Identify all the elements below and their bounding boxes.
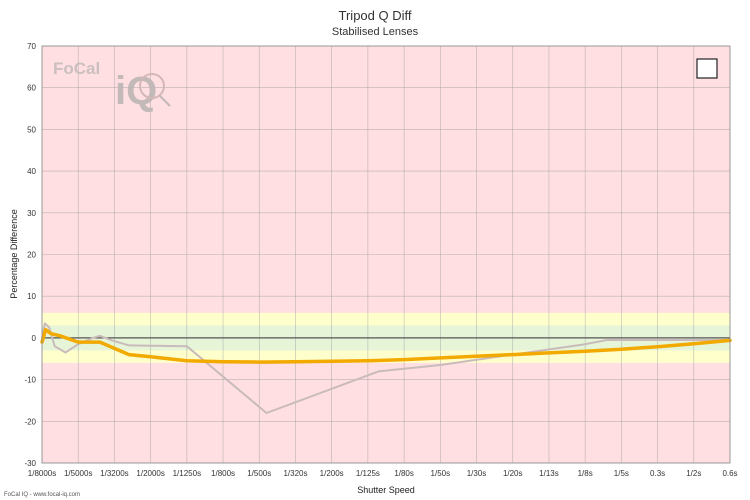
x-tick-label: 1/5000s	[64, 469, 92, 478]
logo-brand-text: FoCal	[53, 59, 100, 78]
focal-iq-logo: FoCal iQ	[53, 59, 171, 113]
chart-subtitle: Stabilised Lenses	[332, 26, 419, 38]
x-tick-label: 1/125s	[356, 469, 380, 478]
y-tick-label: -10	[24, 376, 36, 385]
series-line-1	[40, 327, 732, 364]
plot-border	[41, 45, 731, 464]
x-tick-label: 1/8s	[578, 469, 593, 478]
x-tick-label: 0.6s	[722, 469, 737, 478]
x-tick-label: 1/50s	[431, 469, 451, 478]
x-tick-label: 1/5s	[614, 469, 629, 478]
x-tick-label: 1/80s	[394, 469, 414, 478]
y-tick-label: -30	[24, 459, 36, 468]
y-tick-label: 50	[27, 125, 36, 134]
y-tick-label: 40	[27, 167, 36, 176]
y-tick-label: 70	[27, 42, 36, 51]
y-tick-label: 10	[27, 292, 36, 301]
x-tick-label: 1/30s	[467, 469, 487, 478]
x-tick-label: 1/2000s	[136, 469, 164, 478]
y-tick-label: 30	[27, 209, 36, 218]
x-tick-label: 1/320s	[283, 469, 307, 478]
x-tick-label: 1/800s	[211, 469, 235, 478]
x-tick-label: 1/3200s	[100, 469, 128, 478]
plot-area: 70 60 50 40 30 20 10 0 -10 -20 -301/8000s 1/5000s 1/…	[24, 42, 737, 478]
chart-title: Tripod Q Diff	[339, 8, 412, 23]
y-axis-title: Percentage Difference	[9, 209, 19, 298]
y-tick-label: 0	[32, 334, 37, 343]
x-tick-label: 1/1250s	[173, 469, 201, 478]
logo-iq-text: iQ	[115, 69, 157, 113]
legend-toggle-box[interactable]	[696, 58, 718, 79]
y-tick-label: 60	[27, 84, 36, 93]
footer-text: FoCal IQ - www.focal-iq.com	[4, 492, 80, 498]
x-tick-label: 1/13s	[539, 469, 559, 478]
y-tick-label: -20	[24, 417, 36, 426]
x-tick-label: 0.3s	[650, 469, 665, 478]
x-tick-label: 1/500s	[247, 469, 271, 478]
y-tick-label: 20	[27, 251, 36, 260]
x-tick-label: 1/20s	[503, 469, 523, 478]
x-tick-label: 1/8000s	[28, 469, 56, 478]
x-tick-label: 1/2s	[686, 469, 701, 478]
x-tick-label: 1/200s	[320, 469, 344, 478]
x-axis-title: Shutter Speed	[357, 485, 415, 495]
